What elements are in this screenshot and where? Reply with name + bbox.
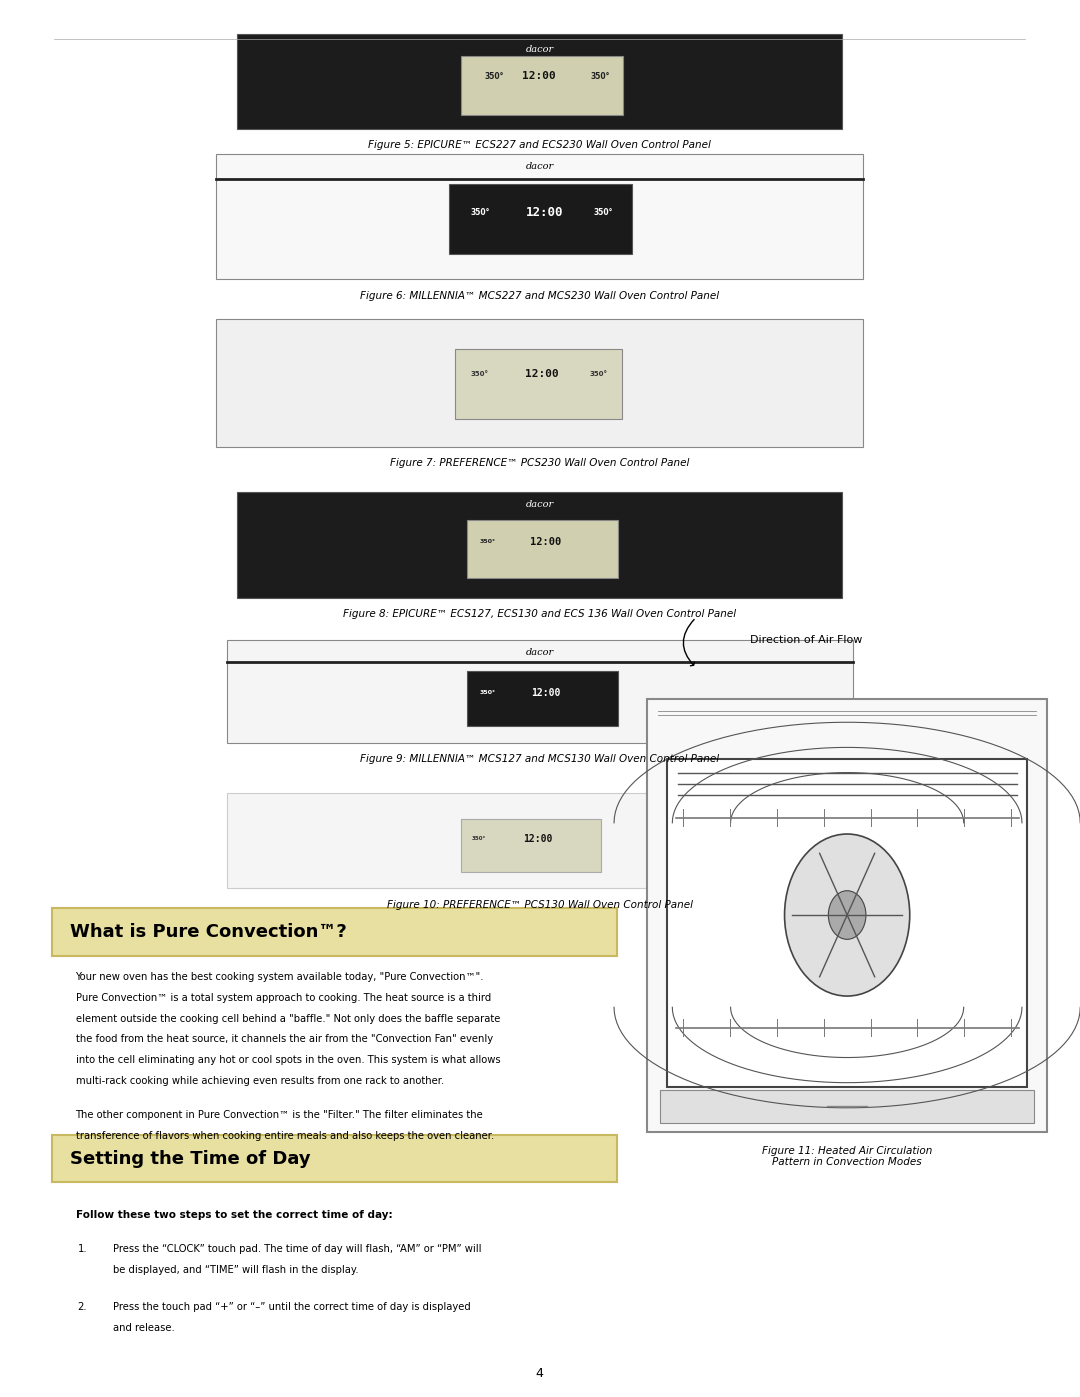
Text: Your new oven has the best cooking system available today, "Pure Convection™".: Your new oven has the best cooking syste… [76, 972, 484, 982]
Text: 350°: 350° [480, 539, 496, 545]
FancyBboxPatch shape [227, 793, 852, 888]
Circle shape [828, 891, 866, 939]
FancyBboxPatch shape [661, 1090, 1034, 1123]
Circle shape [784, 834, 909, 996]
Text: the food from the heat source, it channels the air from the "Convection Fan" eve: the food from the heat source, it channe… [76, 1034, 492, 1045]
Text: and release.: and release. [113, 1323, 175, 1333]
Text: 350°: 350° [594, 208, 613, 217]
Text: dacor: dacor [526, 45, 554, 53]
FancyBboxPatch shape [238, 34, 841, 129]
Text: 12:00: 12:00 [525, 369, 558, 379]
Text: 12:00: 12:00 [530, 536, 562, 548]
Text: 1.: 1. [78, 1243, 87, 1255]
Text: Press the “CLOCK” touch pad. The time of day will flash, “AM” or “PM” will: Press the “CLOCK” touch pad. The time of… [113, 1243, 482, 1255]
Text: Figure 7: PREFERENCE™ PCS230 Wall Oven Control Panel: Figure 7: PREFERENCE™ PCS230 Wall Oven C… [390, 458, 689, 468]
Text: dacor: dacor [526, 162, 554, 170]
Text: be displayed, and “TIME” will flash in the display.: be displayed, and “TIME” will flash in t… [113, 1264, 359, 1274]
FancyBboxPatch shape [667, 759, 1027, 1087]
Text: 350°: 350° [591, 71, 610, 81]
FancyBboxPatch shape [467, 671, 618, 726]
FancyBboxPatch shape [461, 819, 602, 872]
Text: 350°: 350° [471, 208, 490, 217]
Text: into the cell eliminating any hot or cool spots in the oven. This system is what: into the cell eliminating any hot or coo… [76, 1055, 500, 1065]
Text: 350°: 350° [480, 690, 496, 696]
FancyBboxPatch shape [227, 640, 852, 743]
Text: Pure Convection™ is a total system approach to cooking. The heat source is a thi: Pure Convection™ is a total system appro… [76, 993, 490, 1003]
Text: Figure 10: PREFERENCE™ PCS130 Wall Oven Control Panel: Figure 10: PREFERENCE™ PCS130 Wall Oven … [387, 900, 692, 909]
Text: Figure 8: EPICURE™ ECS127, ECS130 and ECS 136 Wall Oven Control Panel: Figure 8: EPICURE™ ECS127, ECS130 and EC… [343, 609, 737, 619]
Text: 350°: 350° [485, 71, 504, 81]
FancyBboxPatch shape [52, 908, 618, 956]
Text: Direction of Air Flow: Direction of Air Flow [750, 634, 863, 645]
Text: Figure 9: MILLENNIA™ MCS127 and MCS130 Wall Oven Control Panel: Figure 9: MILLENNIA™ MCS127 and MCS130 W… [360, 754, 719, 764]
Text: Figure 11: Heated Air Circulation
Pattern in Convection Modes: Figure 11: Heated Air Circulation Patter… [762, 1146, 932, 1166]
Text: 350°: 350° [589, 370, 607, 377]
Text: multi-rack cooking while achieving even results from one rack to another.: multi-rack cooking while achieving even … [76, 1076, 444, 1085]
FancyBboxPatch shape [216, 319, 863, 447]
Text: 350°: 350° [470, 370, 488, 377]
Text: Follow these two steps to set the correct time of day:: Follow these two steps to set the correc… [76, 1210, 392, 1221]
FancyBboxPatch shape [449, 184, 633, 254]
Text: 12:00: 12:00 [531, 687, 561, 698]
FancyBboxPatch shape [648, 698, 1047, 1132]
FancyBboxPatch shape [455, 349, 622, 419]
Text: 12:00: 12:00 [524, 834, 553, 844]
Text: transference of flavors when cooking entire meals and also keeps the oven cleane: transference of flavors when cooking ent… [76, 1132, 494, 1141]
FancyBboxPatch shape [216, 154, 863, 279]
FancyBboxPatch shape [52, 1134, 618, 1182]
Text: Setting the Time of Day: Setting the Time of Day [70, 1150, 311, 1168]
Text: Press the touch pad “+” or “–” until the correct time of day is displayed: Press the touch pad “+” or “–” until the… [113, 1302, 471, 1312]
Text: element outside the cooking cell behind a "baffle." Not only does the baffle sep: element outside the cooking cell behind … [76, 1014, 500, 1024]
Text: Figure 5: EPICURE™ ECS227 and ECS230 Wall Oven Control Panel: Figure 5: EPICURE™ ECS227 and ECS230 Wal… [368, 140, 711, 149]
Text: 350°: 350° [472, 837, 486, 841]
Text: dacor: dacor [526, 648, 554, 657]
FancyBboxPatch shape [461, 56, 623, 115]
FancyBboxPatch shape [238, 492, 841, 598]
Text: 12:00: 12:00 [522, 71, 555, 81]
Text: The other component in Pure Convection™ is the "Filter." The filter eliminates t: The other component in Pure Convection™ … [76, 1111, 483, 1120]
Text: 4: 4 [536, 1368, 543, 1380]
Text: 12:00: 12:00 [526, 205, 563, 219]
Text: Figure 6: MILLENNIA™ MCS227 and MCS230 Wall Oven Control Panel: Figure 6: MILLENNIA™ MCS227 and MCS230 W… [360, 291, 719, 300]
Text: dacor: dacor [526, 500, 554, 509]
Text: What is Pure Convection™?: What is Pure Convection™? [70, 923, 347, 940]
Text: 2.: 2. [78, 1302, 87, 1312]
FancyBboxPatch shape [467, 520, 618, 578]
